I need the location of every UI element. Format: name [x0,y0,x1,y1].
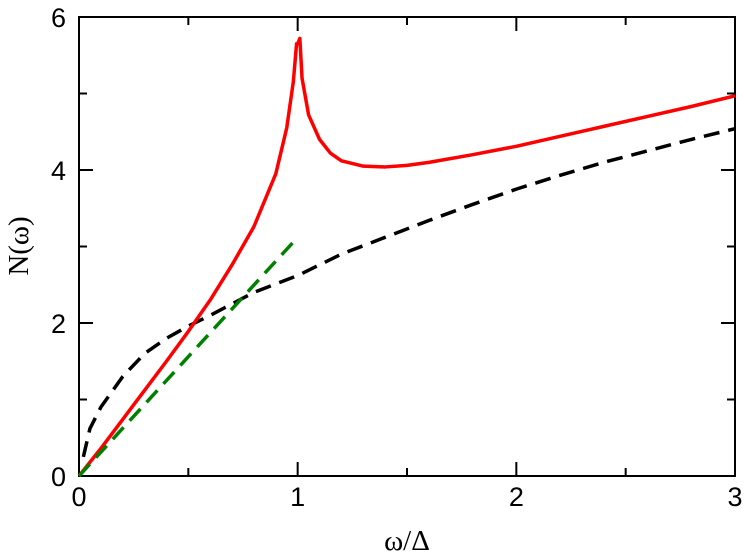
series-line-2 [81,126,736,458]
x-axis-title: ω/Δ [384,525,430,557]
series-layer [77,36,736,478]
series-line-3 [77,236,299,478]
x-tick-label: 0 [71,482,86,512]
plot-frame [78,16,736,477]
y-tick-label: 0 [51,462,66,492]
x-tick-label: 1 [290,482,305,512]
y-axis-title: N(ω) [3,216,35,275]
series-line-1 [77,36,736,478]
x-tick-label: 3 [727,482,742,512]
tick-labels: 0 1 2 3 0 2 4 6 [51,3,743,512]
x-tick-label: 2 [509,482,524,512]
y-tick-label: 2 [51,309,66,339]
y-tick-label: 6 [51,3,66,33]
plot-area [78,16,736,477]
y-tick-label: 4 [51,156,66,186]
ticks [78,16,736,477]
